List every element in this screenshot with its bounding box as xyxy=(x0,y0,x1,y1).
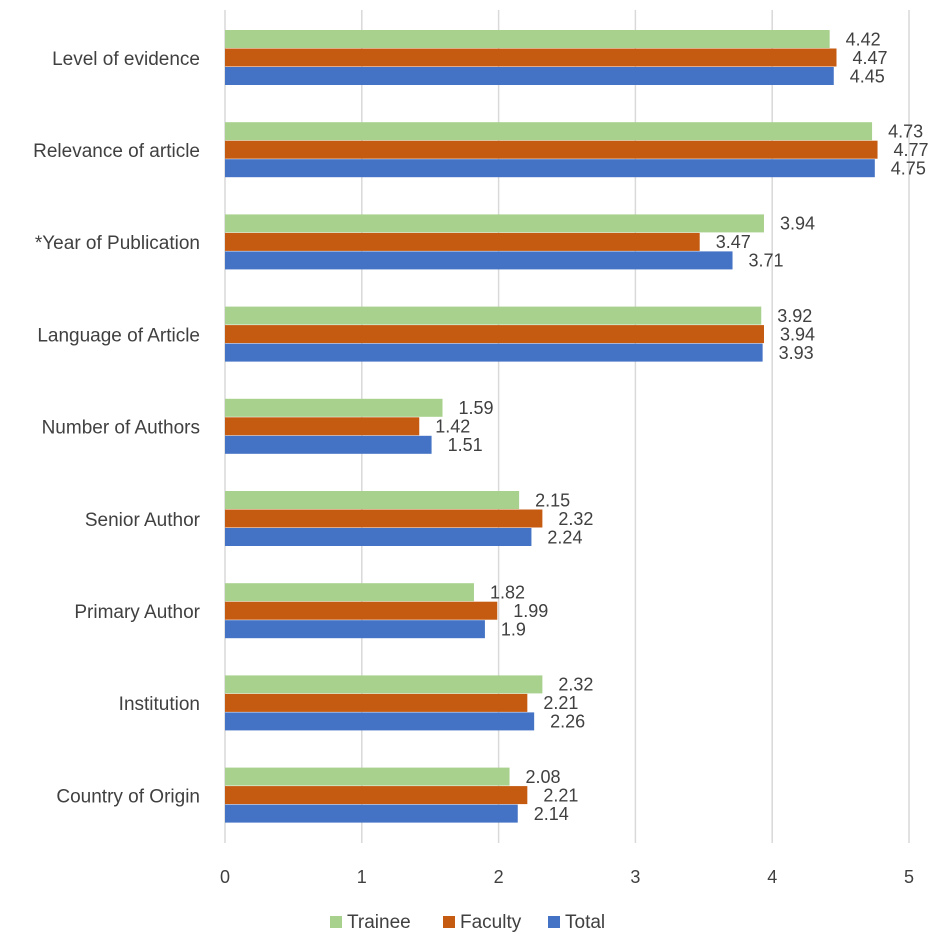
bar-faculty xyxy=(225,232,700,251)
x-tick-label: 1 xyxy=(357,867,367,887)
x-tick-label: 3 xyxy=(630,867,640,887)
data-label: 2.15 xyxy=(535,490,570,510)
category-label: Primary Author xyxy=(74,602,200,623)
category-label: Language of Article xyxy=(37,325,200,346)
category-label: Number of Authors xyxy=(42,418,200,439)
data-label: 2.32 xyxy=(558,675,593,695)
bars xyxy=(225,30,878,823)
data-label: 4.47 xyxy=(852,48,887,68)
bar-total xyxy=(225,620,485,639)
legend-swatch-total xyxy=(548,916,560,928)
bar-trainee xyxy=(225,306,762,325)
bar-total xyxy=(225,67,834,85)
category-label: *Year of Publication xyxy=(35,233,200,254)
legend: Trainee Faculty Total xyxy=(330,912,605,933)
bar-faculty xyxy=(225,140,878,159)
data-label: 1.9 xyxy=(501,619,526,639)
bar-faculty xyxy=(225,786,528,805)
bar-faculty xyxy=(225,325,764,344)
data-label: 4.77 xyxy=(894,140,929,160)
bar-faculty xyxy=(225,509,543,528)
data-label: 1.59 xyxy=(459,398,494,418)
x-tick-label: 2 xyxy=(494,867,504,887)
category-label: Institution xyxy=(119,694,200,715)
category-label: Relevance of article xyxy=(33,141,200,162)
bar-faculty xyxy=(225,601,498,620)
data-label: 2.24 xyxy=(547,527,582,547)
data-label: 1.82 xyxy=(490,582,525,602)
bar-faculty xyxy=(225,693,528,712)
category-labels: Level of evidence Relevance of article *Ye… xyxy=(33,49,201,808)
bar-trainee xyxy=(225,491,520,509)
data-label: 4.75 xyxy=(891,158,926,178)
data-label: 2.21 xyxy=(543,785,578,805)
bar-total xyxy=(225,251,733,270)
bar-faculty xyxy=(225,417,420,436)
legend-swatch-faculty xyxy=(443,916,455,928)
legend-swatch-trainee xyxy=(330,916,342,928)
legend-label-trainee: Trainee xyxy=(347,912,411,933)
bar-trainee xyxy=(225,30,830,48)
category-label: Country of Origin xyxy=(56,786,200,807)
data-label: 4.42 xyxy=(846,29,881,49)
bar-trainee xyxy=(225,214,764,233)
bar-trainee xyxy=(225,122,873,141)
data-label: 3.71 xyxy=(749,251,784,271)
bar-total xyxy=(225,804,518,823)
bar-total xyxy=(225,435,432,454)
legend-label-faculty: Faculty xyxy=(460,912,522,933)
bar-faculty xyxy=(225,48,837,67)
bar-trainee xyxy=(225,398,443,417)
category-label: Senior Author xyxy=(85,510,201,531)
x-tick-labels: 0 1 2 3 4 5 xyxy=(220,867,914,887)
data-label: 1.51 xyxy=(448,435,483,455)
data-label: 3.92 xyxy=(777,306,812,326)
bar-trainee xyxy=(225,675,543,694)
data-label: 2.26 xyxy=(550,712,585,732)
data-label: 3.47 xyxy=(716,232,751,252)
bar-total xyxy=(225,528,532,546)
x-tick-label: 5 xyxy=(904,867,914,887)
data-label: 4.45 xyxy=(850,66,885,86)
data-label: 3.93 xyxy=(779,343,814,363)
bar-total xyxy=(225,712,535,731)
data-label: 4.73 xyxy=(888,121,923,141)
category-label: Level of evidence xyxy=(52,49,200,70)
data-label: 1.99 xyxy=(513,601,548,621)
data-labels: 4.424.474.45 4.734.774.75 3.94 3.473.71 3.92… xyxy=(435,29,928,824)
data-label: 3.94 xyxy=(780,214,815,234)
bar-trainee xyxy=(225,583,474,602)
x-tick-label: 4 xyxy=(767,867,777,887)
bar-total xyxy=(225,159,875,178)
data-label: 3.94 xyxy=(780,324,815,344)
data-label: 2.14 xyxy=(534,804,569,824)
bar-trainee xyxy=(225,767,510,786)
data-label: 2.32 xyxy=(558,509,593,529)
legend-label-total: Total xyxy=(565,912,605,933)
x-tick-label: 0 xyxy=(220,867,230,887)
data-label: 2.21 xyxy=(543,693,578,713)
data-label: 2.08 xyxy=(526,767,561,787)
bar-total xyxy=(225,343,763,362)
data-label: 1.42 xyxy=(435,417,470,437)
